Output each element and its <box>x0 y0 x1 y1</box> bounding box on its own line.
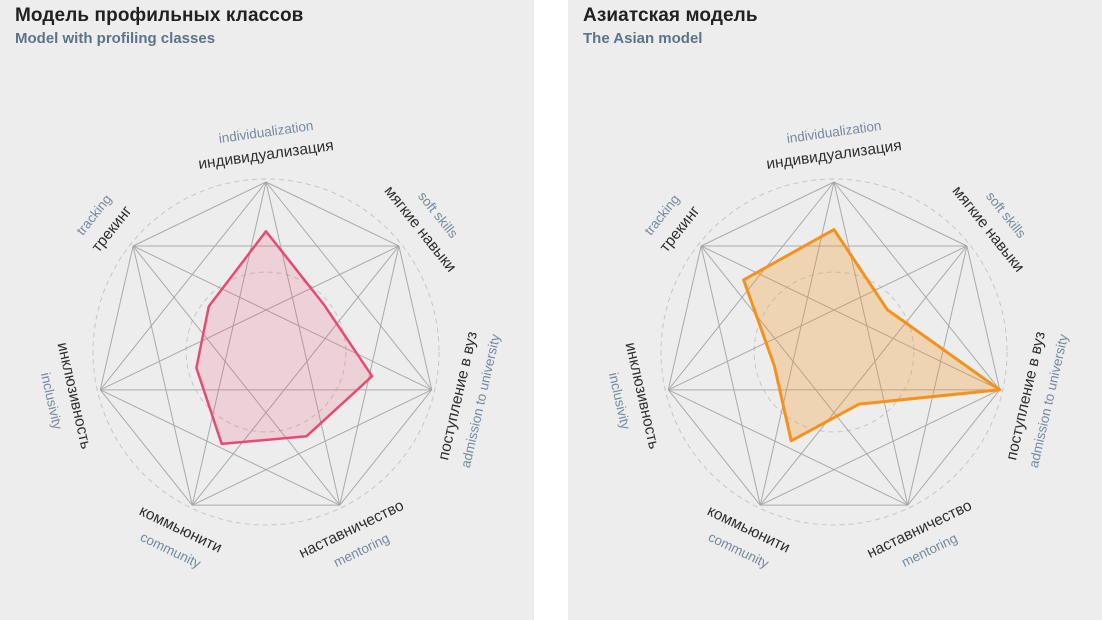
radar-svg: индивидуализацияindividualizationмягкие … <box>38 118 503 571</box>
web-line <box>667 181 835 391</box>
panel-header-profiling: Модель профильных классов Model with pro… <box>15 5 303 47</box>
web-line <box>833 181 909 506</box>
chart-subtitle-profiling: Model with profiling classes <box>15 30 216 47</box>
chart-title-asian: Азиатская модель <box>583 5 758 26</box>
web-line <box>700 245 909 506</box>
radar-chart-asian: индивидуализация individualization мягкие … <box>568 0 1102 620</box>
web-line <box>99 245 134 390</box>
web-line <box>192 389 432 506</box>
chart-subtitle-asian: The Asian model <box>583 30 703 47</box>
web-line <box>339 389 433 506</box>
panel-asian-model: Азиатская модель The Asian model индивид… <box>568 0 1102 620</box>
radar-chart-profiling: индивидуализация individualization мягкие … <box>0 0 534 620</box>
web-line <box>398 245 433 390</box>
radar-svg: индивидуализацияindividualizationмягкие … <box>606 118 1071 571</box>
axis-label-ru-inclusivity: инклюзивность <box>54 341 95 451</box>
web-line <box>667 389 761 506</box>
panel-header-asian: Азиатская модель The Asian model <box>583 5 758 47</box>
web-line <box>132 245 341 506</box>
web-line <box>907 245 968 506</box>
grid-circle-outer <box>660 178 1008 526</box>
web-line <box>760 389 1000 506</box>
web-line <box>100 389 340 506</box>
web-line <box>265 181 341 506</box>
web-line <box>668 245 968 391</box>
axis-label-en-inclusivity: inclusivity <box>606 371 634 431</box>
radar-series-polygon <box>195 230 374 446</box>
web-line <box>265 181 433 391</box>
chart-title-profiling: Модель профильных классов <box>15 5 304 26</box>
panel-profiling-classes: Модель профильных классов Model with pro… <box>0 0 534 620</box>
grid-circle-outer <box>92 178 440 526</box>
grid-circle-inner <box>753 271 915 433</box>
web-line <box>339 245 400 506</box>
radar-series-polygon <box>742 228 1002 443</box>
web-line <box>99 389 193 506</box>
web-line <box>132 245 432 391</box>
web-line <box>759 245 968 506</box>
web-line <box>700 245 1000 391</box>
axis-label-ru-inclusivity: инклюзивность <box>622 341 663 451</box>
web-line <box>100 245 400 391</box>
web-line <box>191 245 400 506</box>
web-line <box>700 245 761 506</box>
web-line <box>265 181 400 247</box>
web-line <box>667 245 702 390</box>
web-line <box>907 389 1001 506</box>
web-line <box>833 181 1001 391</box>
axis-label-en-inclusivity: inclusivity <box>38 371 66 431</box>
web-line <box>966 245 1001 390</box>
grid-circle-inner <box>185 271 347 433</box>
radar-web <box>99 181 433 506</box>
web-line <box>700 181 835 247</box>
web-line <box>132 245 193 506</box>
web-line <box>668 389 908 506</box>
axis-label-ru-individualization: индивидуализация <box>765 137 902 173</box>
axis-label-ru-individualization: индивидуализация <box>197 137 334 173</box>
web-line <box>833 181 968 247</box>
web-line <box>132 181 267 247</box>
web-line <box>99 181 267 391</box>
web-line <box>191 181 267 506</box>
